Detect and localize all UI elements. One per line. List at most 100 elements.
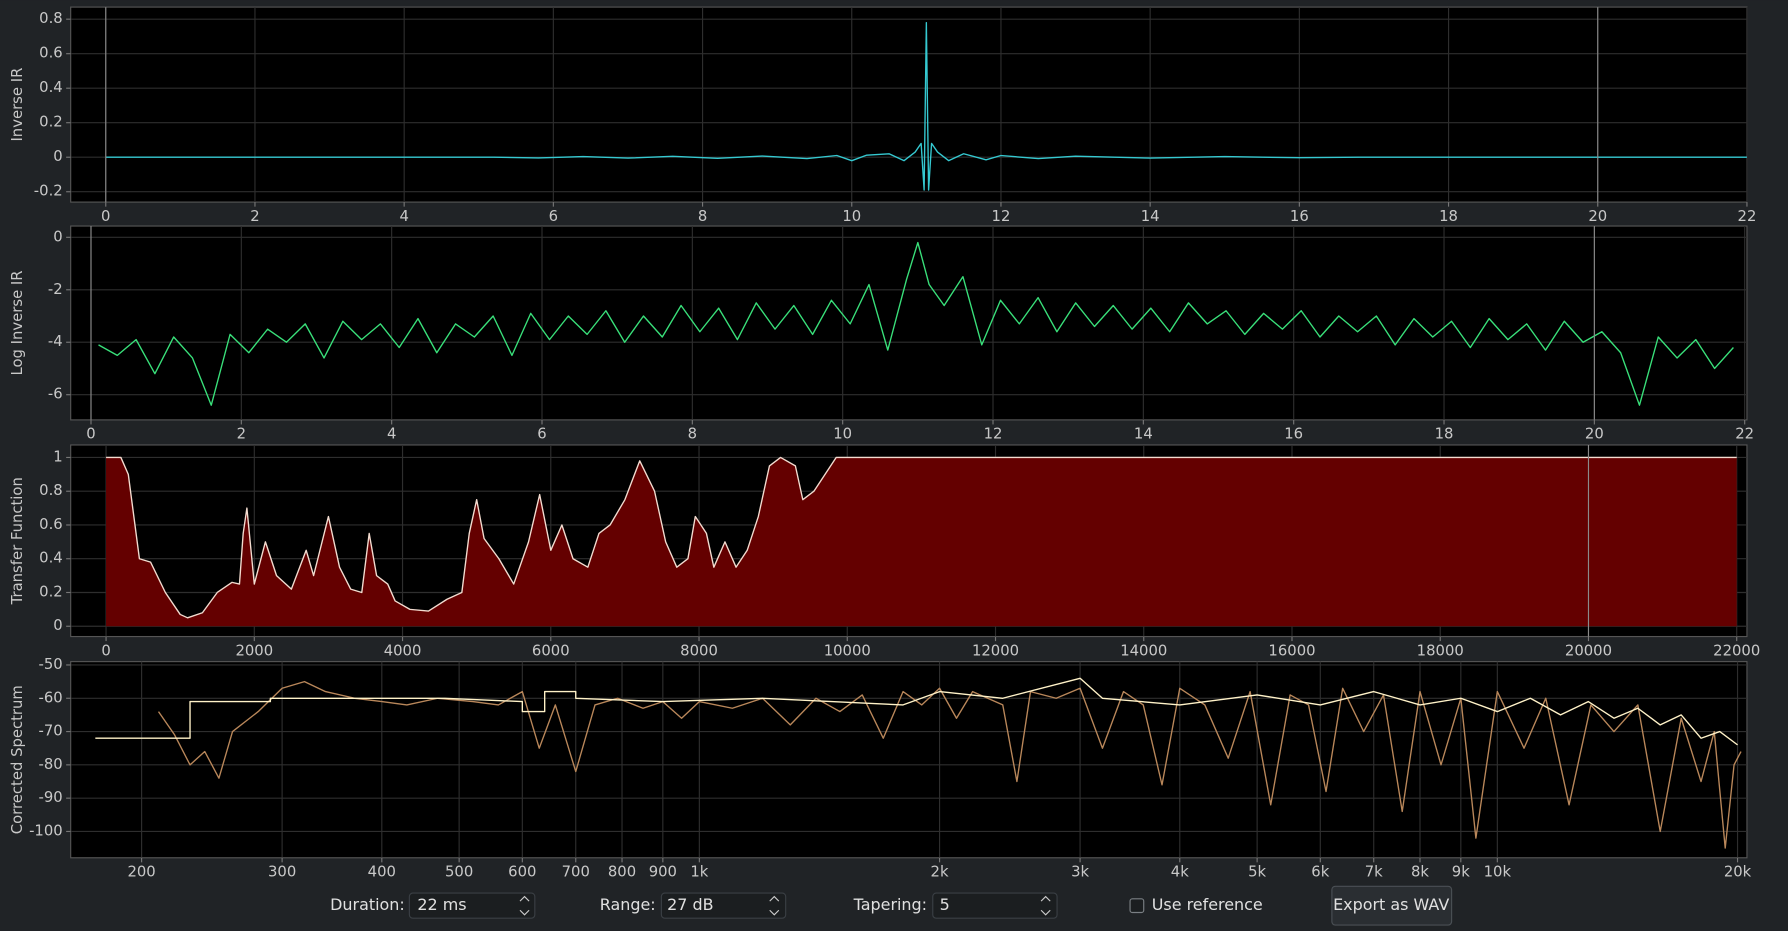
- tapering-spinbox[interactable]: 5: [932, 892, 1058, 919]
- x-tick-label: 400: [368, 864, 396, 881]
- x-tick-label: 5k: [1248, 864, 1266, 881]
- line: [106, 456, 1737, 619]
- use-reference-checkbox[interactable]: Use reference: [1129, 895, 1263, 914]
- range-spinbox[interactable]: 27 dB: [660, 892, 787, 919]
- y-tick-label: 0: [53, 617, 62, 634]
- x-tick-label: 18: [1435, 426, 1454, 443]
- x-tick-label: 6: [549, 208, 558, 225]
- series-group: [98, 241, 1734, 406]
- y-tick-label: 0.2: [39, 114, 63, 131]
- y-tick-label: -50: [39, 656, 63, 673]
- x-tick-label: 2k: [931, 864, 949, 881]
- x-tick-label: 600: [508, 864, 536, 881]
- y-tick-label: -80: [39, 756, 63, 773]
- y-axis-title: Corrected Spectrum: [9, 685, 26, 834]
- spin-arrows[interactable]: [519, 895, 530, 916]
- x-tick-label: 22: [1735, 426, 1754, 443]
- x-tick-label: 1k: [690, 864, 708, 881]
- x-tick-label: 12000: [972, 642, 1019, 659]
- button-frame[interactable]: [1331, 885, 1453, 926]
- spinbox-frame[interactable]: [660, 892, 787, 919]
- x-tick-label: 16: [1284, 426, 1303, 443]
- y-tick-label: -2: [48, 281, 63, 298]
- x-tick-label: 10000: [824, 642, 871, 659]
- x-tick-label: 8: [688, 426, 697, 443]
- x-tick-label: 2: [237, 426, 246, 443]
- x-tick-label: 6k: [1311, 864, 1329, 881]
- tapering-value[interactable]: 5: [940, 895, 950, 914]
- spinbox-frame[interactable]: [932, 892, 1058, 919]
- y-tick-label: 0: [53, 228, 62, 245]
- checkbox[interactable]: [1129, 898, 1145, 914]
- y-tick-label: 0: [53, 148, 62, 165]
- x-tick-label: 14: [1141, 208, 1160, 225]
- x-tick-label: 800: [608, 864, 636, 881]
- y-tick-label: 0.6: [39, 516, 63, 533]
- range-label: Range:: [600, 895, 656, 914]
- x-tick-label: 900: [649, 864, 677, 881]
- y-tick-label: 0.2: [39, 583, 63, 600]
- plot-area: [70, 6, 1748, 203]
- plots: 0 2 4 6 8 10 12 14 16 18 20 22 0.8 0.6 0.4 0.2 0 -0.2 Inve…: [9, 6, 1760, 881]
- y-tick-label: -4: [48, 333, 63, 350]
- y-tick-label: -0.2: [34, 183, 63, 200]
- y-tick-label: -6: [48, 386, 63, 403]
- x-tick-label: 20000: [1565, 642, 1612, 659]
- x-tick-label: 7k: [1365, 864, 1383, 881]
- x-tick-label: 8k: [1411, 864, 1429, 881]
- spinbox-frame[interactable]: [408, 892, 536, 919]
- x-tick-label: 14: [1134, 426, 1153, 443]
- x-tick-label: 18: [1439, 208, 1458, 225]
- x-tick-label: 22: [1738, 208, 1757, 225]
- x-tick-label: 20: [1585, 426, 1604, 443]
- checkbox-label[interactable]: Use reference: [1152, 895, 1263, 914]
- x-tick-label: 16000: [1268, 642, 1315, 659]
- y-tick-label: -60: [39, 689, 63, 706]
- plot-area: [70, 661, 1748, 859]
- spin-arrows[interactable]: [1040, 895, 1051, 916]
- x-tick-label: 700: [562, 864, 590, 881]
- y-axis-title: Transfer Function: [9, 477, 26, 605]
- line: [105, 21, 1747, 191]
- x-tick-label: 0: [101, 642, 110, 659]
- x-tick-label: 0: [101, 208, 110, 225]
- x-tick-label: 12: [992, 208, 1011, 225]
- x-tick-label: 500: [445, 864, 473, 881]
- duration-spinbox[interactable]: 22 ms: [408, 892, 536, 919]
- x-tick-label: 3k: [1071, 864, 1089, 881]
- x-tick-label: 18000: [1417, 642, 1464, 659]
- x-tick-label: 16: [1290, 208, 1309, 225]
- y-axis-title: Inverse IR: [9, 68, 26, 142]
- button-label[interactable]: Export as WAV: [1333, 895, 1449, 914]
- y-tick-label: -90: [39, 789, 63, 806]
- x-tick-label: 9k: [1452, 864, 1470, 881]
- series-group: [106, 456, 1737, 627]
- y-tick-label: -100: [29, 822, 63, 839]
- export-button[interactable]: Export as WAV: [1331, 885, 1453, 926]
- line: [157, 680, 1742, 849]
- plot-area: [70, 225, 1748, 421]
- control-bar: Duration: 22 ms Range: 27 dB Tapering: 5…: [330, 885, 1453, 926]
- y-tick-label: 0.4: [39, 79, 63, 96]
- x-tick-label: 8000: [680, 642, 718, 659]
- x-tick-label: 6: [537, 426, 546, 443]
- spin-arrows[interactable]: [769, 895, 780, 916]
- tapering-label: Tapering:: [853, 895, 927, 914]
- x-tick-label: 8: [698, 208, 707, 225]
- x-tick-label: 10: [833, 426, 852, 443]
- x-tick-label: 4000: [384, 642, 422, 659]
- x-tick-label: 4: [387, 426, 396, 443]
- line: [95, 677, 1738, 746]
- x-tick-label: 4: [399, 208, 408, 225]
- y-tick-label: 0.8: [39, 482, 63, 499]
- duration-label: Duration:: [330, 895, 405, 914]
- series-group: [95, 677, 1742, 849]
- range-value[interactable]: 27 dB: [667, 895, 713, 914]
- x-tick-label: 4k: [1171, 864, 1189, 881]
- duration-value[interactable]: 22 ms: [417, 895, 466, 914]
- y-axis-title: Log Inverse IR: [9, 270, 26, 375]
- x-tick-label: 300: [268, 864, 296, 881]
- series-group: [105, 21, 1747, 191]
